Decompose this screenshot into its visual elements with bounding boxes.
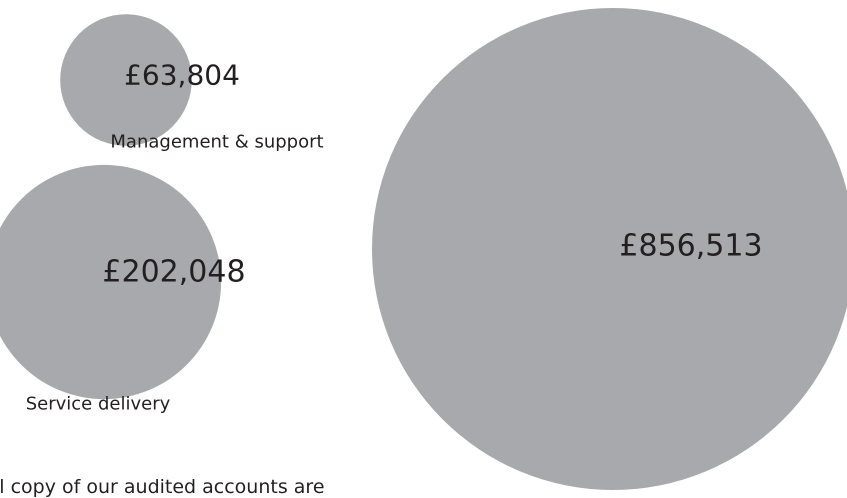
bubble-value-label-1: £63,804 [124, 59, 240, 92]
bubble-1 [60, 14, 192, 146]
bubble-3 [372, 8, 847, 490]
bubble-2 [0, 164, 222, 400]
label-group: £63,804 Management & support £202,048 Servi… [26, 59, 763, 415]
bubble-group [0, 8, 847, 490]
bubble-category-label-1: Management & support [110, 132, 323, 153]
bubble-value-label-3: £856,513 [619, 229, 762, 264]
bubble-category-label-2: Service delivery [26, 394, 171, 415]
bubble-value-label-2: £202,048 [102, 255, 245, 290]
footer-text: ll copy of our audited accounts are [0, 476, 325, 498]
